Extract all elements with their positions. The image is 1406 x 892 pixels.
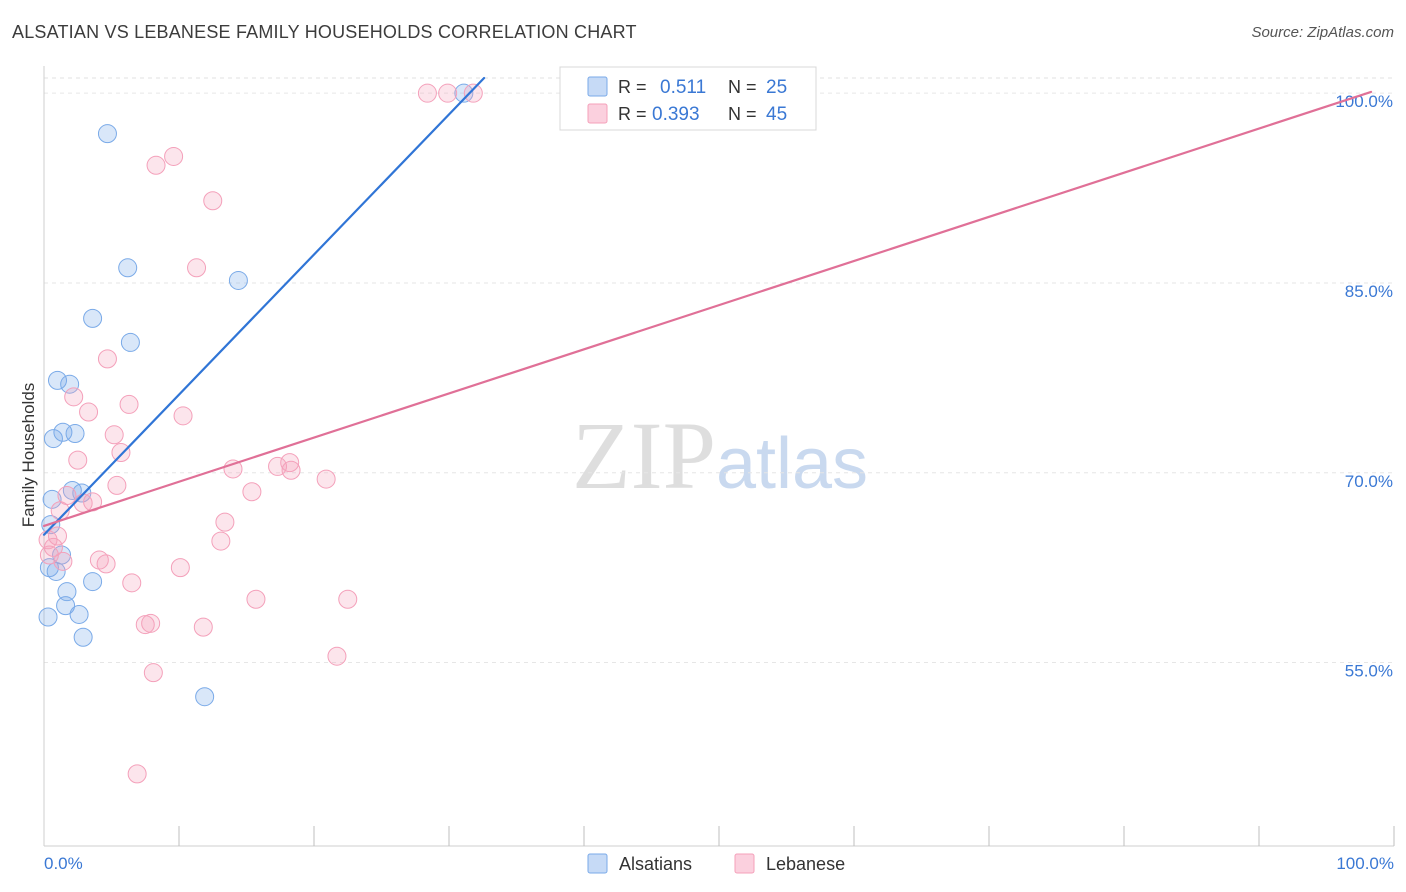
point-alsatians [60, 374, 80, 394]
grid-lines [44, 77, 1394, 664]
point-lebanese [164, 146, 184, 166]
point-lebanese [203, 191, 223, 211]
point-alsatians [97, 124, 117, 144]
legend-swatch-alsatians [587, 76, 608, 97]
x-tick-label-max: 100.0% [1336, 854, 1394, 873]
legend-r-label-lebanese: R = [618, 104, 647, 124]
y-tick-label: 100.0% [1335, 92, 1393, 111]
point-lebanese [53, 551, 73, 571]
point-lebanese [57, 486, 77, 506]
y-tick-label: 70.0% [1345, 472, 1393, 491]
point-lebanese [438, 83, 458, 103]
point-lebanese [97, 349, 117, 369]
series-legend: Alsatians Lebanese [587, 853, 845, 874]
point-alsatians [56, 596, 76, 616]
point-lebanese [64, 387, 84, 407]
watermark: ZIPatlas [572, 402, 868, 509]
legend-r-value-lebanese: 0.393 [652, 104, 700, 125]
legend-n-value-alsatians: 25 [766, 77, 787, 98]
point-lebanese [127, 764, 147, 784]
trend-line-alsatians [42, 76, 486, 536]
stats-legend: R = 0.511 N = 25 R = 0.393 N = 45 [559, 66, 817, 131]
watermark-zip: ZIP [572, 402, 716, 509]
point-alsatians [120, 332, 140, 352]
point-lebanese [48, 526, 67, 546]
point-lebanese [107, 475, 127, 495]
trend-line-lebanese [42, 90, 1373, 527]
point-lebanese [327, 646, 347, 666]
point-lebanese [338, 589, 358, 609]
point-lebanese [246, 589, 266, 609]
point-lebanese [119, 394, 139, 414]
legend-n-label-alsatians: N = [728, 77, 757, 97]
legend-swatch-lebanese [587, 103, 608, 124]
chart-title: ALSATIAN VS LEBANESE FAMILY HOUSEHOLDS C… [12, 22, 637, 42]
trend-lines [42, 76, 1373, 536]
point-alsatians [38, 607, 58, 627]
bottom-legend-label-alsatians: Alsatians [619, 854, 692, 874]
x-tick-label-min: 0.0% [44, 854, 83, 873]
point-alsatians [43, 429, 63, 449]
point-lebanese [281, 460, 301, 480]
point-alsatians [83, 572, 103, 592]
y-axis-label: Family Households [19, 383, 38, 528]
point-alsatians [65, 424, 85, 444]
point-lebanese [463, 83, 483, 103]
point-lebanese [316, 469, 336, 489]
legend-r-value-alsatians: 0.511 [660, 77, 706, 98]
point-lebanese [187, 258, 207, 278]
point-alsatians [69, 604, 89, 624]
point-lebanese [215, 512, 235, 532]
point-lebanese [141, 613, 161, 633]
point-alsatians [73, 627, 93, 647]
point-lebanese [96, 554, 116, 574]
point-lebanese [79, 402, 99, 422]
axes: 55.0% 70.0% 85.0% 100.0% [43, 66, 1395, 847]
point-lebanese [417, 83, 437, 103]
point-lebanese [143, 663, 163, 683]
y-tick-label: 55.0% [1345, 662, 1393, 681]
watermark-atlas: atlas [716, 424, 868, 504]
legend-n-value-lebanese: 45 [766, 104, 787, 125]
point-lebanese [280, 453, 300, 473]
point-lebanese [242, 482, 262, 502]
legend-n-label-lebanese: N = [728, 104, 757, 124]
chart-source: Source: ZipAtlas.com [1251, 24, 1394, 41]
point-alsatians [48, 370, 67, 390]
point-lebanese [170, 558, 190, 578]
point-lebanese [122, 573, 142, 593]
point-alsatians [118, 258, 138, 278]
point-alsatians [228, 270, 248, 290]
bottom-legend-swatch-lebanese [734, 853, 755, 874]
point-lebanese [68, 450, 88, 470]
point-lebanese [211, 531, 231, 551]
point-alsatians [195, 687, 215, 707]
point-lebanese [104, 425, 124, 445]
point-alsatians [57, 582, 77, 602]
legend-r-label-alsatians: R = [618, 77, 647, 97]
bottom-legend-label-lebanese: Lebanese [766, 854, 845, 874]
point-lebanese [193, 617, 213, 637]
point-alsatians [83, 308, 103, 328]
point-alsatians [53, 422, 73, 442]
y-tick-label: 85.0% [1345, 282, 1393, 301]
data-points [38, 83, 483, 784]
point-lebanese [146, 155, 166, 175]
point-alsatians [42, 489, 62, 509]
point-lebanese [111, 443, 131, 463]
bottom-legend-swatch-alsatians [587, 853, 608, 874]
point-lebanese [173, 406, 193, 426]
point-lebanese [43, 537, 63, 557]
